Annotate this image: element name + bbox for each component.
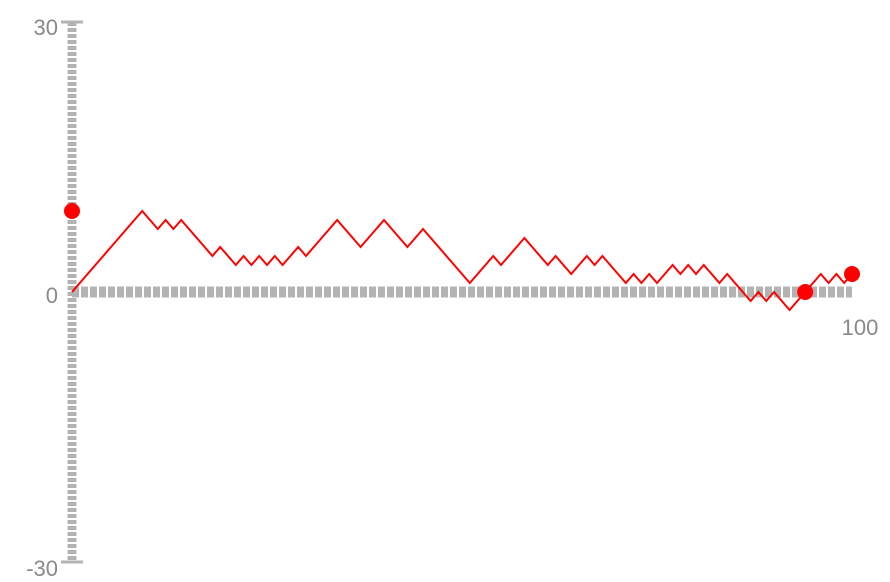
plot-area <box>64 203 860 312</box>
y-tick-label-bottom: -30 <box>26 556 58 581</box>
y-tick-label-top: 30 <box>34 15 58 40</box>
series-line-1 <box>71 209 853 312</box>
highlight-point-3 <box>844 266 860 282</box>
axes <box>61 20 852 564</box>
highlight-point-1 <box>64 203 80 219</box>
highlight-point-2 <box>797 284 814 300</box>
y-tick-label-zero: 0 <box>46 283 58 308</box>
x-tick-label-end: 100 <box>842 315 879 340</box>
